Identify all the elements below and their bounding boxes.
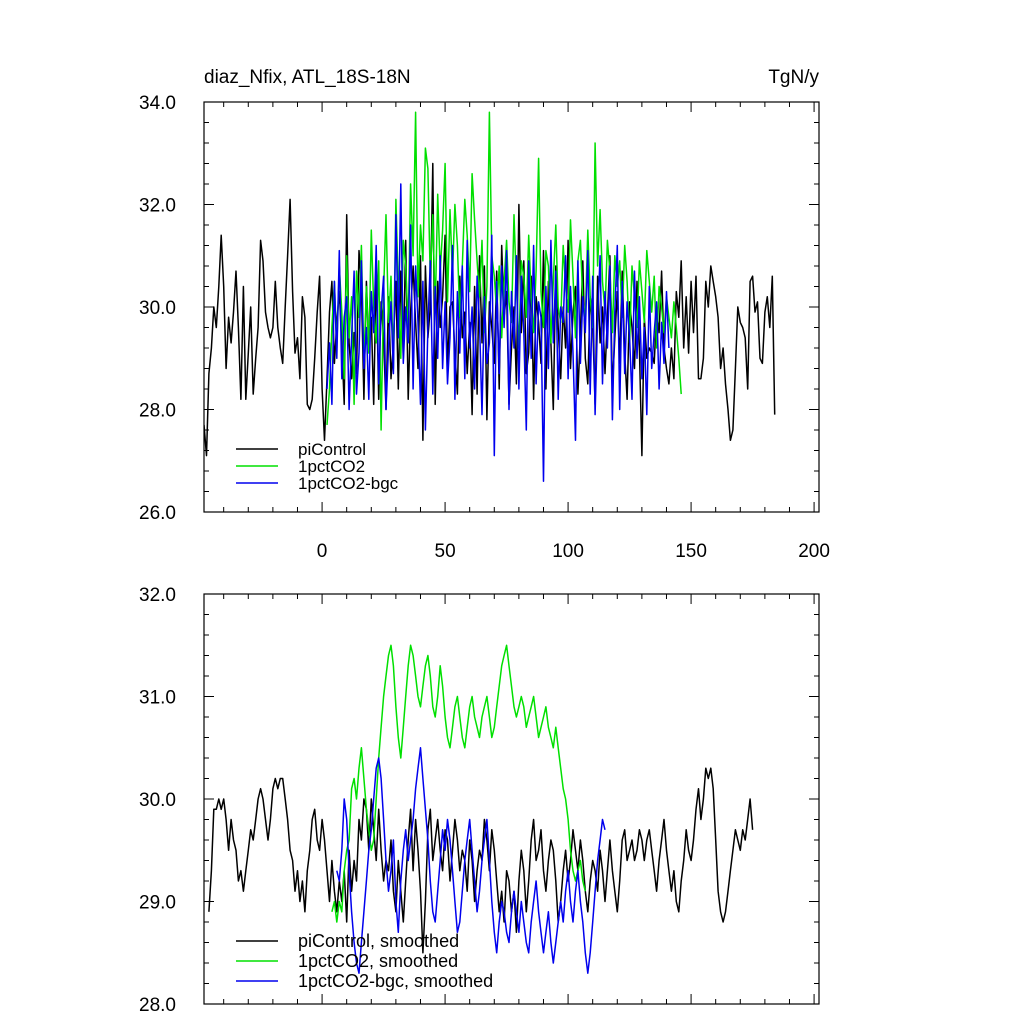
bottom-series-line-3 [336, 747, 606, 974]
top-y-axis: 26.0 28.0 30.0 32.0 34.0 [139, 93, 819, 524]
bottom-y-tick-label: 31.0 [139, 688, 176, 709]
top-x-tick-label: 50 [435, 541, 456, 562]
bottom-frame [203, 593, 820, 1005]
top-legend-label-3: 1pctCO2-bgc [298, 474, 399, 493]
bottom-plot-border [203, 593, 820, 1005]
top-legend-label-1: piControl [298, 440, 366, 459]
top-x-tick-label: 100 [552, 541, 584, 562]
top-y-tick-label: 28.0 [139, 401, 176, 422]
bottom-y-tick-label: 32.0 [139, 585, 176, 606]
bottom-series-line-2 [331, 644, 587, 923]
top-panel: diaz_Nfix, ATL_18S-18N TgN/y 26.0 28.0 30.… [139, 67, 830, 562]
top-title: diaz_Nfix, ATL_18S-18N [204, 67, 411, 88]
bottom-legend-label-1: piControl, smoothed [298, 931, 459, 951]
top-x-tick-label: 150 [675, 541, 707, 562]
top-y-tick-label: 30.0 [139, 298, 176, 319]
bottom-legend-label-2: 1pctCO2, smoothed [298, 951, 458, 971]
bottom-series-group [208, 644, 754, 974]
top-x-tick-label: 0 [317, 541, 328, 562]
bottom-y-axis: 28.0 29.0 30.0 31.0 32.0 [139, 585, 819, 1016]
top-x-axis: 0 50 100 150 200 [223, 102, 830, 562]
bottom-x-axis [223, 594, 815, 1004]
top-y-tick-label: 26.0 [139, 503, 176, 524]
bottom-legend-label-3: 1pctCO2-bgc, smoothed [298, 971, 493, 991]
bottom-panel: 28.0 29.0 30.0 31.0 32.0 piControl, smoothed… [139, 585, 820, 1016]
bottom-y-tick-label: 28.0 [139, 995, 176, 1016]
top-series-group [204, 111, 776, 482]
top-x-tick-label: 200 [798, 541, 830, 562]
bottom-series-line-1 [208, 767, 754, 954]
top-y-tick-label: 34.0 [139, 93, 176, 114]
bottom-y-tick-label: 30.0 [139, 790, 176, 811]
top-y-tick-label: 32.0 [139, 196, 176, 217]
top-legend-label-2: 1pctCO2 [298, 457, 365, 476]
top-series-line-3 [326, 183, 670, 482]
top-units: TgN/y [768, 67, 819, 88]
top-series-line-1 [204, 162, 776, 457]
bottom-y-tick-label: 29.0 [139, 893, 176, 914]
